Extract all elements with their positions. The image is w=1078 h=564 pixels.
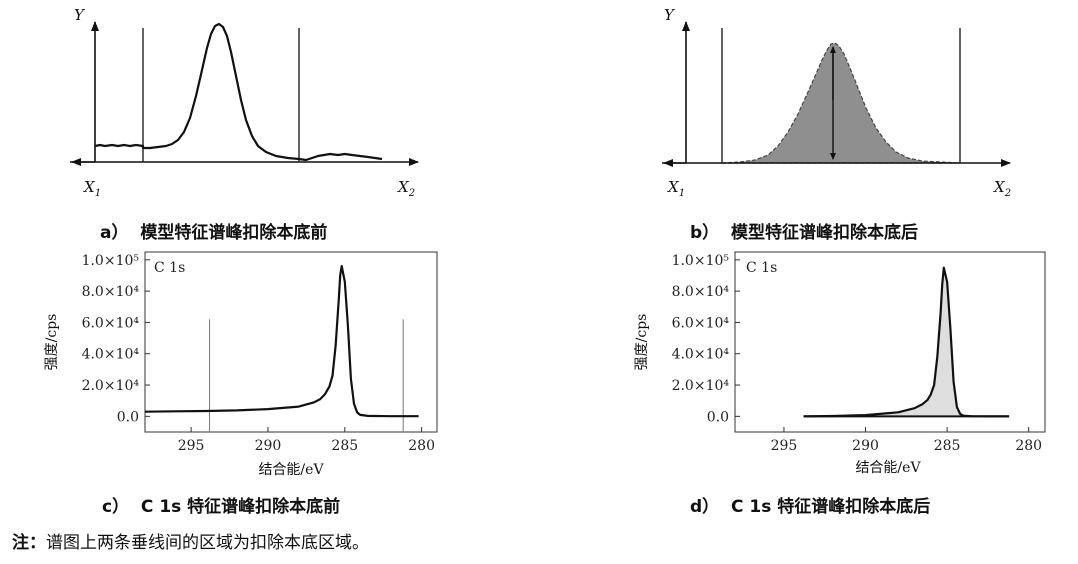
panel-b-peak-area-fill <box>721 42 961 164</box>
panel-c-series-label: C 1s <box>154 260 185 276</box>
footnote: 注：谱图上两条垂线间的区域为扣除本底区域。 <box>12 528 369 553</box>
panel-d-y-axis-label: 强度/cps <box>634 314 650 371</box>
caption-b-text: 模型特征谱峰扣除本底后 <box>731 223 919 243</box>
panel-d-x-axis-label: 结合能/eV <box>855 460 921 476</box>
panel-c-ticks: 295 290 285 280 0.0 2.0×10⁴ 4.0×10⁴ 6.0×10⁴ 8.0×… <box>82 253 435 454</box>
panel-b-x2-symbol: X2 <box>993 178 1011 199</box>
panel-a-y-symbol: Y <box>74 6 86 24</box>
panel-c-y-tick-label-4: 8.0×10⁴ <box>82 284 140 300</box>
caption-d-label: d） <box>690 497 720 517</box>
panel-b-x1-symbol: X1 <box>667 178 685 199</box>
panel-c-y-tick-label-1: 2.0×10⁴ <box>82 378 140 394</box>
panel-d-y-tick-label-5: 1.0×10⁵ <box>672 253 730 269</box>
caption-b-label: b） <box>690 223 720 243</box>
caption-d: d） C 1s 特征谱峰扣除本底后 <box>690 492 930 517</box>
panel-c-y-tick-label-5: 1.0×10⁵ <box>82 253 140 269</box>
panel-d-x-tick-label-1: 290 <box>852 438 879 454</box>
panel-d-plot-frame <box>734 251 1046 433</box>
panel-b-model-after: Y X1 X2 <box>662 6 1011 199</box>
panel-d-series-label: C 1s <box>746 260 777 276</box>
caption-d-text: C 1s 特征谱峰扣除本底后 <box>731 497 931 517</box>
panel-d-peak-area <box>803 267 1010 417</box>
caption-b: b） 模型特征谱峰扣除本底后 <box>690 218 918 243</box>
caption-c-label: c） <box>102 497 130 517</box>
panel-a-spectrum-curve <box>94 22 383 162</box>
panel-d-ticks: 295 290 285 280 0.0 2.0×10⁴ 4.0×10⁴ 6.0×10⁴ 8.0×… <box>672 253 1042 454</box>
panel-b-y-symbol: Y <box>664 6 676 24</box>
panel-d-x-tick-label-2: 285 <box>934 438 961 454</box>
panel-d-c1s-after: 295 290 285 280 0.0 2.0×10⁴ 4.0×10⁴ 6.0×10⁴ 8.0×… <box>634 251 1046 476</box>
panel-d-y-tick-label-0: 0.0 <box>707 409 729 425</box>
caption-c-text: C 1s 特征谱峰扣除本底前 <box>140 497 341 517</box>
caption-c: c） C 1s 特征谱峰扣除本底前 <box>102 492 340 517</box>
panel-a-model-before: Y X1 X2 <box>70 6 419 199</box>
panel-d-x-tick-label-3: 280 <box>1015 438 1042 454</box>
panel-d-y-tick-label-1: 2.0×10⁴ <box>672 378 730 394</box>
footnote-prefix: 注： <box>12 533 46 553</box>
panel-a-x2-symbol: X2 <box>397 178 415 199</box>
footnote-text: 谱图上两条垂线间的区域为扣除本底区域。 <box>46 533 369 553</box>
panel-c-y-tick-label-0: 0.0 <box>117 409 139 425</box>
caption-a-text: 模型特征谱峰扣除本底前 <box>140 223 328 243</box>
panel-d-y-tick-label-3: 6.0×10⁴ <box>672 315 730 331</box>
panel-c-x-axis-label: 结合能/eV <box>258 462 324 478</box>
panel-c-spectrum-line <box>144 265 419 418</box>
panel-d-y-tick-label-4: 8.0×10⁴ <box>672 284 730 300</box>
panel-d-y-tick-label-2: 4.0×10⁴ <box>672 347 730 363</box>
panel-c-y-tick-label-2: 4.0×10⁴ <box>82 347 140 363</box>
panel-c-x-tick-label-2: 285 <box>331 438 358 454</box>
panel-c-c1s-before: 295 290 285 280 0.0 2.0×10⁴ 4.0×10⁴ 6.0×10⁴ 8.0×… <box>44 251 438 478</box>
panel-c-y-tick-label-3: 6.0×10⁴ <box>82 315 140 331</box>
caption-a: a） 模型特征谱峰扣除本底前 <box>100 218 327 243</box>
panel-c-x-tick-label-3: 280 <box>408 438 435 454</box>
panel-c-y-axis-label: 强度/cps <box>44 314 60 371</box>
panel-c-x-tick-label-1: 290 <box>255 438 282 454</box>
panel-c-x-tick-label-0: 295 <box>178 438 205 454</box>
panel-a-x1-symbol: X1 <box>83 178 101 199</box>
caption-a-label: a） <box>100 223 129 243</box>
panel-d-spectrum-line <box>803 266 1010 418</box>
panel-c-plot-frame <box>144 251 438 433</box>
panel-d-x-tick-label-0: 295 <box>771 438 798 454</box>
